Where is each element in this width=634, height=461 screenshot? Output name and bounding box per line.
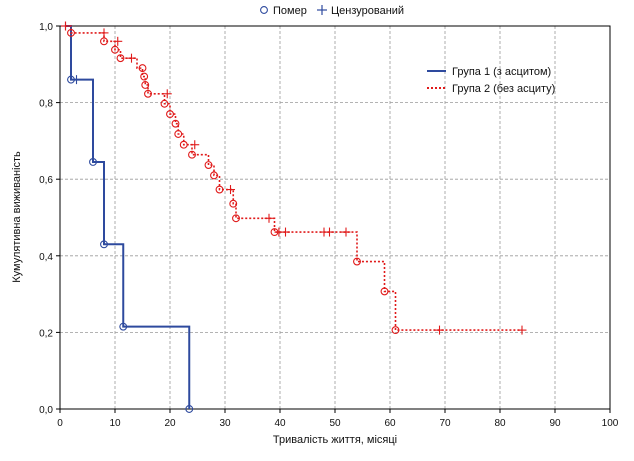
series-1-step-line	[65, 25, 191, 409]
x-tick-label: 80	[494, 418, 506, 429]
death-marker	[179, 140, 188, 149]
death-marker	[100, 37, 108, 46]
censored-marker	[99, 28, 109, 38]
censored-marker	[517, 325, 527, 335]
death-marker	[185, 405, 194, 413]
death-marker	[204, 161, 213, 169]
y-tick-label: 1,0	[39, 22, 53, 33]
axis-ticks: 0 10 20 30 40 50 60 70 80 90 100 0,0 0,2 0,4 0,6 0,8 1,0	[39, 22, 619, 429]
series-layer	[61, 21, 527, 413]
censored-marker	[127, 53, 136, 63]
death-marker	[174, 130, 183, 138]
death-marker	[119, 322, 128, 331]
death-marker	[171, 119, 180, 128]
series-2-step-line	[65, 25, 522, 331]
death-marker	[160, 99, 169, 108]
x-tick-label: 40	[274, 418, 286, 429]
death-marker	[67, 28, 75, 37]
series-2-legend-label: Група 2 (без асциту)	[452, 83, 555, 95]
death-marker	[210, 171, 218, 180]
death-marker	[100, 240, 108, 249]
x-tick-label: 70	[439, 418, 451, 429]
censored-marker	[61, 21, 70, 31]
x-tick-label: 30	[219, 418, 231, 429]
death-marker	[138, 64, 147, 73]
death-legend-label: Помер	[273, 5, 307, 17]
death-marker	[141, 81, 150, 89]
x-tick-label: 20	[164, 418, 176, 429]
grid	[60, 26, 610, 409]
censored-marker	[226, 185, 235, 195]
censored-marker	[264, 213, 274, 223]
censored-marker	[341, 227, 351, 237]
censored-marker	[435, 325, 444, 335]
marker-legend: Помер Цензурований	[260, 5, 404, 17]
x-tick-label: 50	[329, 418, 341, 429]
x-tick-label: 0	[57, 418, 63, 429]
death-marker	[188, 150, 196, 159]
censored-legend-label: Цензурований	[331, 5, 404, 17]
death-marker	[111, 45, 119, 54]
death-marker	[144, 89, 152, 98]
y-tick-label: 0,8	[39, 99, 53, 110]
death-marker	[391, 326, 400, 335]
death-marker	[232, 214, 240, 223]
series-1	[61, 21, 194, 413]
death-marker	[166, 110, 174, 119]
y-axis-title: Кумулятивна виживаність	[11, 151, 23, 283]
censored-marker	[113, 36, 123, 46]
censored-marker	[325, 227, 334, 237]
censored-marker	[72, 75, 81, 85]
series-1-legend-label: Група 1 (з асцитом)	[452, 66, 551, 78]
death-marker	[116, 54, 125, 63]
y-tick-label: 0,2	[39, 328, 53, 339]
x-tick-label: 60	[384, 418, 396, 429]
y-tick-label: 0,0	[39, 405, 53, 416]
x-tick-label: 90	[549, 418, 561, 429]
death-marker	[353, 257, 361, 266]
x-tick-label: 10	[109, 418, 121, 429]
x-axis-title: Тривалість життя, місяці	[273, 434, 397, 446]
death-marker	[140, 72, 149, 81]
censored-marker	[162, 89, 172, 99]
death-marker	[380, 287, 389, 296]
death-marker	[229, 199, 238, 208]
death-marker	[89, 158, 97, 166]
y-tick-label: 0,6	[39, 175, 53, 186]
x-tick-label: 100	[602, 418, 619, 429]
series-2	[61, 21, 527, 335]
censored-marker	[281, 227, 290, 237]
death-marker	[215, 185, 224, 194]
censored-marker	[190, 140, 200, 150]
censored-marker-icon	[317, 5, 327, 15]
series-legend: Група 1 (з асцитом) Група 2 (без асциту)	[427, 66, 555, 95]
death-marker-icon	[260, 6, 268, 14]
y-tick-label: 0,4	[39, 252, 53, 263]
